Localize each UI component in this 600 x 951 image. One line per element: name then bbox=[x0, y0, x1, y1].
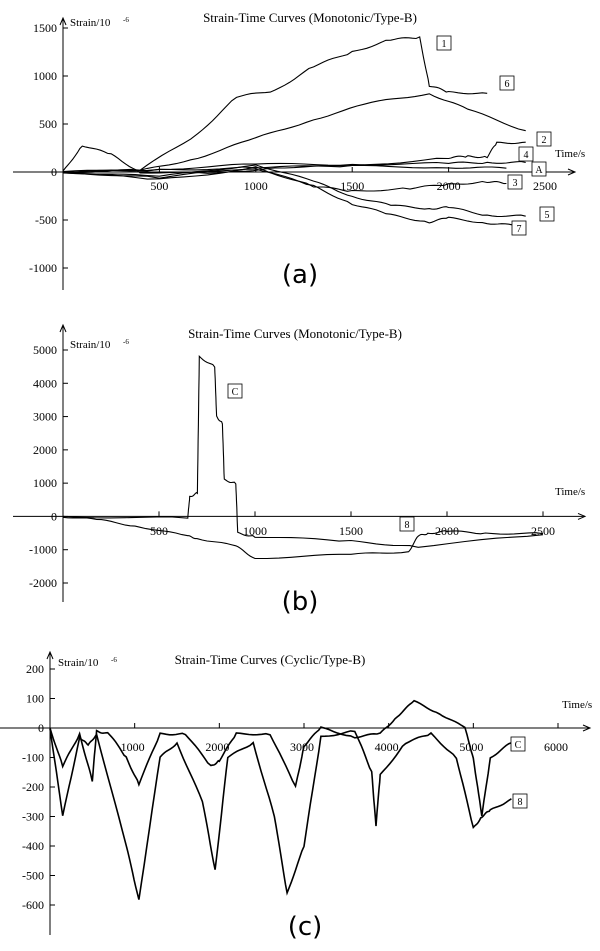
y-tick-label: -2000 bbox=[29, 576, 57, 590]
series-label-box bbox=[511, 220, 527, 236]
series-line-6 bbox=[62, 93, 526, 174]
y-tick-label: -1000 bbox=[29, 261, 57, 275]
zero-label: 0 bbox=[51, 165, 57, 179]
y-tick-label: 1000 bbox=[33, 476, 57, 490]
y-tick-label: 5000 bbox=[33, 343, 57, 357]
series-label-box bbox=[531, 161, 547, 177]
y-tick-label: 1500 bbox=[33, 21, 57, 35]
x-tick-label: 1000 bbox=[244, 179, 268, 193]
y-axis-arrow bbox=[59, 16, 67, 26]
x-tick-label: 500 bbox=[150, 524, 168, 538]
series-label: 6 bbox=[505, 79, 510, 90]
series-label: 8 bbox=[518, 797, 523, 808]
y-axis-label: Strain/10 bbox=[70, 339, 111, 351]
series-line-C bbox=[62, 355, 544, 548]
series-label-box bbox=[399, 516, 415, 532]
series-label-box bbox=[536, 131, 552, 147]
y-tick-label: 4000 bbox=[33, 376, 57, 390]
y-tick-label: 500 bbox=[39, 117, 57, 131]
y-tick-label: -1000 bbox=[29, 543, 57, 557]
x-tick-label: 1500 bbox=[339, 524, 363, 538]
panel-caption: (c) bbox=[288, 912, 323, 942]
series-label: 5 bbox=[545, 210, 550, 221]
x-tick-label: 2500 bbox=[533, 179, 557, 193]
series-label-box bbox=[227, 383, 243, 399]
series-label-box bbox=[436, 35, 452, 51]
series-line-3 bbox=[62, 166, 507, 192]
x-axis-arrow bbox=[567, 168, 577, 176]
y-tick-label: 200 bbox=[26, 662, 44, 676]
series-line-4 bbox=[62, 160, 526, 173]
x-tick-label: 2000 bbox=[205, 740, 229, 754]
y-tick-label: -300 bbox=[22, 810, 44, 824]
series-line-1 bbox=[62, 36, 488, 174]
series-label: 1 bbox=[442, 39, 447, 50]
y-axis-label-exponent: -6 bbox=[123, 338, 129, 346]
y-tick-label: -500 bbox=[22, 869, 44, 883]
series-label: 7 bbox=[517, 224, 522, 235]
y-tick-label: 1000 bbox=[33, 69, 57, 83]
zero-label: 0 bbox=[38, 721, 44, 735]
series-label: C bbox=[232, 387, 239, 398]
y-tick-label: 2000 bbox=[33, 443, 57, 457]
series-line-A bbox=[62, 145, 507, 174]
y-axis-arrow bbox=[59, 323, 67, 333]
series-label-box bbox=[510, 736, 526, 752]
panel-caption: (a) bbox=[282, 260, 318, 290]
y-tick-label: -400 bbox=[22, 839, 44, 853]
x-tick-label: 1000 bbox=[243, 524, 267, 538]
series-label-box bbox=[518, 146, 534, 162]
x-axis-arrow bbox=[582, 724, 592, 732]
series-label-box bbox=[539, 206, 555, 222]
series-line-7 bbox=[62, 168, 517, 227]
series-label: 8 bbox=[405, 520, 410, 531]
series-line-5 bbox=[62, 164, 526, 218]
x-tick-label: 3000 bbox=[290, 740, 314, 754]
series-label-box bbox=[499, 75, 515, 91]
series-line-C bbox=[49, 699, 512, 817]
panel-caption: (b) bbox=[282, 587, 319, 617]
y-tick-label: -500 bbox=[35, 213, 57, 227]
y-axis-label-exponent: -6 bbox=[111, 656, 117, 664]
series-line-2 bbox=[62, 141, 526, 174]
zero-label: 0 bbox=[51, 509, 57, 523]
x-axis-label: Time/s bbox=[562, 699, 592, 711]
x-axis-label: Time/s bbox=[555, 148, 585, 160]
series-line-8 bbox=[62, 516, 544, 560]
series-label-box bbox=[512, 793, 528, 809]
x-tick-label: 1500 bbox=[340, 179, 364, 193]
series-label: A bbox=[535, 165, 543, 176]
chart-title: Strain-Time Curves (Monotonic/Type-B) bbox=[203, 10, 417, 25]
series-label: 4 bbox=[524, 150, 529, 161]
series-label: C bbox=[515, 740, 522, 751]
x-tick-label: 4000 bbox=[375, 740, 399, 754]
series-label: 3 bbox=[513, 178, 518, 189]
series-label-box bbox=[507, 174, 523, 190]
y-tick-label: 100 bbox=[26, 692, 44, 706]
x-tick-label: 1000 bbox=[121, 740, 145, 754]
y-axis-label: Strain/10 bbox=[70, 17, 111, 29]
y-tick-label: -600 bbox=[22, 898, 44, 912]
series-label: 2 bbox=[542, 135, 547, 146]
y-tick-label: 3000 bbox=[33, 410, 57, 424]
y-axis-arrow bbox=[46, 650, 54, 660]
chart-title: Strain-Time Curves (Monotonic/Type-B) bbox=[188, 326, 402, 341]
y-axis-label-exponent: -6 bbox=[123, 16, 129, 24]
series-line-8 bbox=[49, 728, 512, 900]
y-tick-label: -100 bbox=[22, 751, 44, 765]
y-tick-label: -200 bbox=[22, 780, 44, 794]
x-axis-arrow bbox=[577, 512, 587, 520]
chart-title: Strain-Time Curves (Cyclic/Type-B) bbox=[175, 652, 366, 667]
x-tick-label: 6000 bbox=[544, 740, 568, 754]
y-axis-label: Strain/10 bbox=[58, 657, 99, 669]
x-axis-label: Time/s bbox=[555, 486, 585, 498]
x-tick-label: 2500 bbox=[531, 524, 555, 538]
x-tick-label: 5000 bbox=[459, 740, 483, 754]
x-tick-label: 2000 bbox=[437, 179, 461, 193]
x-tick-label: 500 bbox=[150, 179, 168, 193]
